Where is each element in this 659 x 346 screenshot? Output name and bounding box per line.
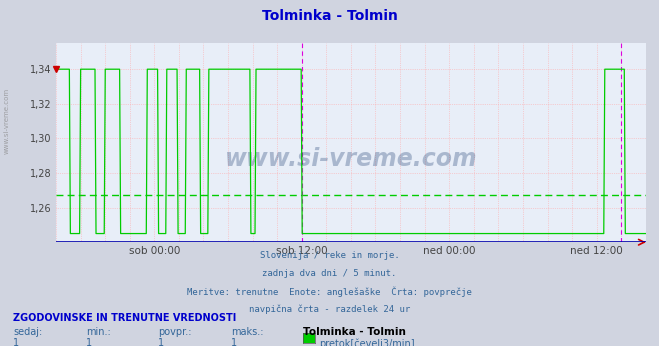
Text: Meritve: trenutne  Enote: anglešaške  Črta: povprečje: Meritve: trenutne Enote: anglešaške Črta…	[187, 287, 472, 297]
Text: pretok[čevelj3/min]: pretok[čevelj3/min]	[320, 338, 415, 346]
Text: Slovenija / reke in morje.: Slovenija / reke in morje.	[260, 251, 399, 260]
Text: navpična črta - razdelek 24 ur: navpična črta - razdelek 24 ur	[249, 305, 410, 314]
Text: zadnja dva dni / 5 minut.: zadnja dva dni / 5 minut.	[262, 269, 397, 278]
Text: maks.:: maks.:	[231, 327, 263, 337]
Text: 1: 1	[13, 338, 19, 346]
Text: Tolminka - Tolmin: Tolminka - Tolmin	[262, 9, 397, 22]
Text: 1: 1	[158, 338, 164, 346]
Text: www.si-vreme.com: www.si-vreme.com	[225, 147, 477, 171]
Text: ZGODOVINSKE IN TRENUTNE VREDNOSTI: ZGODOVINSKE IN TRENUTNE VREDNOSTI	[13, 313, 237, 323]
Text: sedaj:: sedaj:	[13, 327, 42, 337]
Text: min.:: min.:	[86, 327, 111, 337]
Text: 1: 1	[86, 338, 92, 346]
Text: Tolminka - Tolmin: Tolminka - Tolmin	[303, 327, 406, 337]
Text: povpr.:: povpr.:	[158, 327, 192, 337]
Text: 1: 1	[231, 338, 237, 346]
Text: www.si-vreme.com: www.si-vreme.com	[3, 88, 9, 154]
